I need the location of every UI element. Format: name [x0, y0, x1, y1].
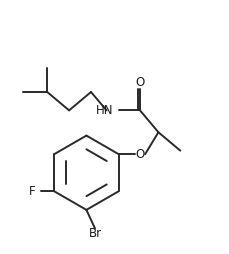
Text: O: O — [135, 148, 144, 161]
Text: O: O — [135, 76, 144, 89]
Text: Br: Br — [88, 227, 101, 240]
Text: HN: HN — [95, 104, 112, 117]
Text: F: F — [29, 185, 35, 198]
